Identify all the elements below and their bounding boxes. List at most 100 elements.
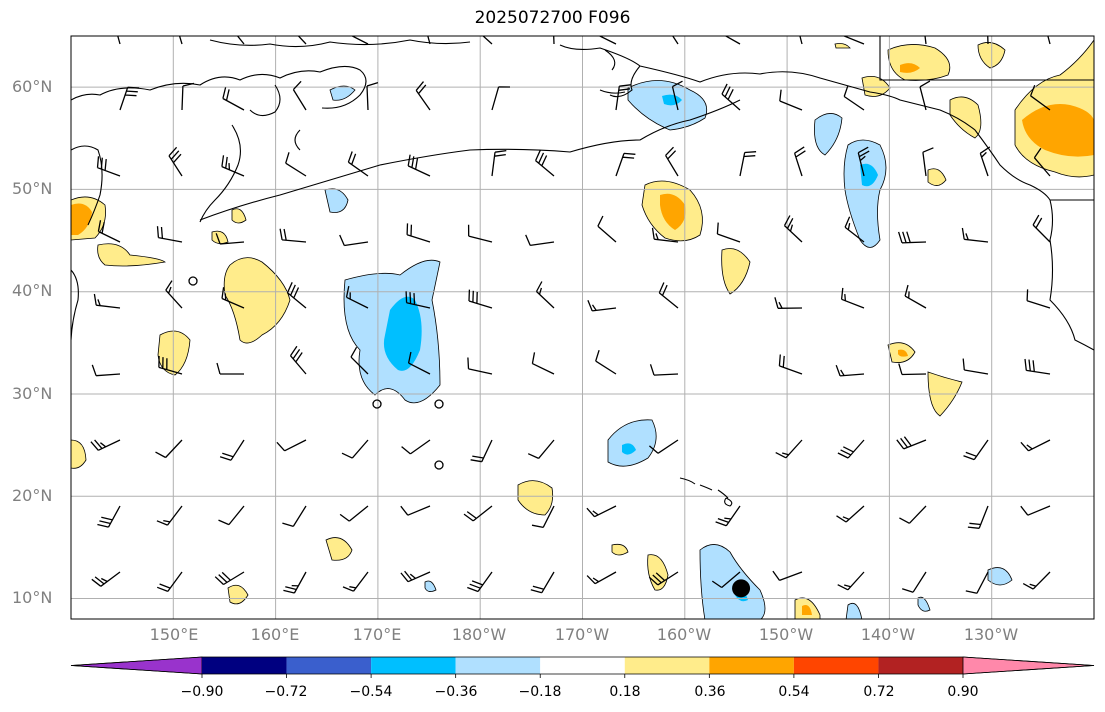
wind-barb [491, 149, 507, 177]
colorbar-segment [202, 657, 287, 674]
wind-barb [218, 505, 245, 526]
wind-barb [339, 234, 369, 247]
wind-barb [525, 234, 555, 247]
lat-label-60: 60°N [12, 77, 53, 96]
wind-barb [1024, 358, 1051, 375]
wind-barb [165, 280, 183, 309]
wind-barb [779, 89, 803, 111]
wind-barb [716, 222, 741, 243]
coastline-canada-north [879, 36, 1094, 81]
wind-barb [587, 300, 617, 312]
wind-barb [467, 357, 493, 375]
colorbar-segment [709, 657, 794, 674]
wind-barb [219, 439, 245, 461]
wind-barb [840, 287, 865, 309]
wind-barb [467, 224, 493, 243]
wind-barb [648, 571, 679, 586]
wind-barb [221, 155, 245, 177]
graticule [71, 36, 1094, 619]
wind-barb [215, 233, 245, 245]
wind-barb [979, 146, 991, 177]
wind-barb [595, 350, 617, 375]
pos-anomaly-p5 [325, 537, 353, 561]
wind-barb [961, 227, 989, 243]
wind-barb [415, 81, 431, 111]
coastline-aleutians [199, 99, 741, 221]
colorbar-extend-low [70, 656, 203, 675]
colorbar-segment [793, 657, 879, 674]
lon-label-150e: 150°E [149, 625, 199, 644]
wind-barb [531, 352, 555, 375]
wind-barb [963, 439, 989, 461]
lat-label-10: 10°N [12, 588, 53, 607]
wind-barb [598, 36, 617, 45]
wind-barb [987, 36, 989, 45]
wind-barb [292, 80, 307, 111]
wind-barb [279, 228, 307, 243]
lat-label-20: 20°N [12, 486, 53, 505]
wind-barb [482, 36, 493, 45]
colorbar-tick: −0.36 [434, 684, 478, 700]
pos-anomaly-canada-core [1022, 104, 1094, 157]
wind-barb [285, 152, 307, 177]
wind-barb [586, 571, 617, 585]
lat-label-50: 50°N [12, 179, 53, 198]
wind-barb [407, 154, 431, 177]
wind-barb [350, 346, 369, 375]
wind-barb [553, 36, 555, 45]
wind-barb [405, 291, 431, 309]
colorbar-tick: −0.90 [180, 684, 224, 700]
pos-anomaly-p12 [71, 439, 87, 469]
wind-barb [156, 226, 183, 243]
neg-anomaly-sub [607, 419, 657, 467]
wind-barb [844, 216, 865, 243]
lon-label-180w: 180°W [451, 625, 507, 644]
pos-anomaly-gulf-core [660, 193, 686, 230]
coastline-alaska [559, 44, 1051, 201]
wind-barb [671, 80, 683, 111]
wind-barb [1020, 505, 1051, 516]
wind-barb [658, 282, 679, 309]
wind-barb [904, 284, 927, 309]
coastline-alaska-west [599, 49, 626, 94]
pos-anomaly-bc2 [927, 168, 947, 186]
neg-anomaly-small-1 [324, 188, 349, 213]
wind-barb [1022, 571, 1051, 590]
wind-barb [1020, 439, 1051, 452]
wind-barb [286, 282, 307, 309]
pos-anomaly-p10 [211, 230, 229, 244]
wind-barb [366, 81, 379, 111]
wind-barb [347, 151, 369, 177]
wind-barb [342, 571, 369, 592]
wind-barb [615, 152, 636, 177]
neg-anomaly-central-core [383, 296, 422, 371]
wind-barb [282, 505, 307, 528]
wind-barb [181, 82, 195, 111]
wind-barb [407, 351, 431, 375]
wind-barb [91, 571, 121, 587]
colorbar-segment [371, 657, 456, 674]
wind-barb [468, 289, 493, 309]
wind-barb [778, 354, 803, 375]
neg-anomaly-small-2 [329, 85, 356, 101]
calm-marker [434, 460, 444, 470]
wind-barb [835, 364, 865, 377]
wind-barb [586, 505, 617, 518]
wind-barb [672, 36, 679, 45]
wind-barb [156, 505, 183, 526]
pos-anomaly-p9 [611, 543, 629, 556]
wind-barb [467, 571, 493, 593]
wind-barb [156, 571, 183, 593]
anomaly-contours [71, 39, 1094, 619]
wind-barb [350, 36, 369, 45]
wind-barb [842, 36, 865, 45]
lon-label-160w: 160°W [656, 625, 712, 644]
wind-barb [222, 87, 245, 111]
pos-anomaly-bc [949, 96, 982, 139]
wind-barb [401, 439, 431, 455]
neg-anomaly-alaska [627, 80, 708, 131]
lon-label-150w: 150°W [758, 625, 814, 644]
wind-barb [919, 80, 931, 111]
wind-barb [283, 571, 307, 594]
